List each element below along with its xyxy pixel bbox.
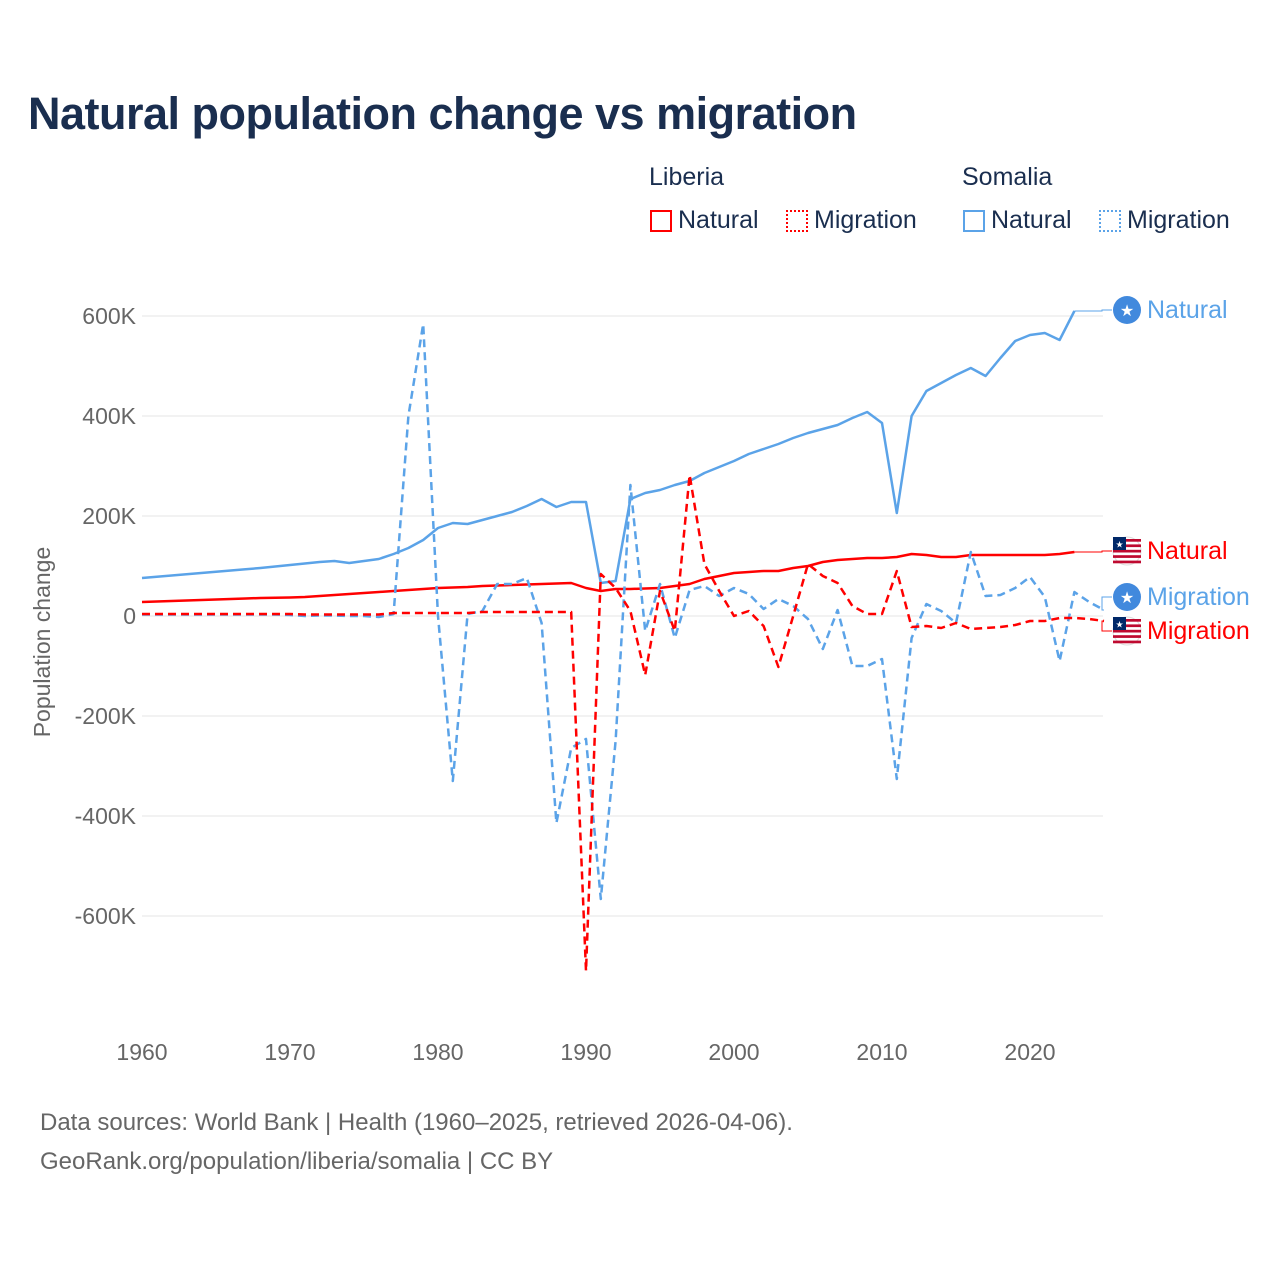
series-line-liberia-migration <box>142 473 1105 973</box>
series-end-label: Natural <box>1147 296 1228 324</box>
flag-stripe <box>1113 549 1141 553</box>
series-end-label: Migration <box>1147 583 1250 611</box>
legend-liberia-migration[interactable]: Migration <box>786 206 917 235</box>
legend-swatch-solid <box>650 209 672 232</box>
flag-canton <box>1113 617 1126 630</box>
series-line-liberia-natural <box>141 550 1075 604</box>
legend-swatch-dotted <box>786 209 808 232</box>
x-tick-label: 1960 <box>116 1039 167 1065</box>
flag-stripe <box>1113 624 1141 628</box>
y-tick-label: -400K <box>75 803 137 829</box>
flag-stripe <box>1113 619 1141 622</box>
legend-label: Migration <box>1127 206 1230 234</box>
x-tick-label: 2000 <box>708 1039 759 1065</box>
legend-somalia-migration[interactable]: Migration <box>1099 206 1230 235</box>
label-connector <box>1074 550 1112 553</box>
chart-title: Natural population change vs migration <box>28 88 857 139</box>
flag-stripe <box>1113 629 1141 633</box>
legend-liberia-natural[interactable]: Natural <box>650 206 759 235</box>
series-line-somalia-natural <box>141 310 1076 585</box>
legend-label: Migration <box>814 206 917 234</box>
legend-somalia-natural[interactable]: Natural <box>963 206 1072 235</box>
star-icon: ★ <box>1115 620 1123 630</box>
legend-swatch-solid <box>963 209 985 232</box>
somalia-flag-icon <box>1113 583 1141 611</box>
somalia-flag-icon <box>1113 296 1141 324</box>
y-tick-label: -200K <box>75 703 137 729</box>
legend-swatch-dotted <box>1099 209 1121 232</box>
series-end-label: Natural <box>1147 537 1228 565</box>
x-tick-label: 1990 <box>560 1039 611 1065</box>
y-tick-label: 600K <box>82 303 136 329</box>
flag-stripe <box>1113 560 1141 564</box>
star-icon: ★ <box>1115 540 1123 550</box>
label-connector <box>1074 309 1112 312</box>
legend-label: Natural <box>678 206 759 234</box>
flag-stripe <box>1113 539 1141 542</box>
label-connector <box>1101 620 1112 632</box>
x-tick-label: 2020 <box>1004 1039 1055 1065</box>
y-tick-label: -600K <box>75 903 137 929</box>
footer-sources: Data sources: World Bank | Health (1960–… <box>40 1109 793 1136</box>
flag-stripe <box>1113 544 1141 548</box>
star-icon: ★ <box>1120 590 1134 607</box>
y-tick-label: 200K <box>82 503 136 529</box>
y-tick-label: 400K <box>82 403 136 429</box>
y-axis-label: Population change <box>29 547 55 738</box>
x-tick-label: 2010 <box>856 1039 907 1065</box>
flag-stripe <box>1113 635 1141 638</box>
star-icon: ★ <box>1120 303 1134 320</box>
label-connector <box>1101 596 1112 611</box>
series-line-somalia-migration <box>142 322 1105 901</box>
legend-group-liberia: Liberia <box>649 163 725 191</box>
series-end-label: Migration <box>1147 617 1250 645</box>
x-tick-label: 1970 <box>264 1039 315 1065</box>
flag-stripe <box>1113 555 1141 558</box>
flag-stripe <box>1113 640 1141 644</box>
legend-group-somalia: Somalia <box>962 163 1053 191</box>
legend-label: Natural <box>991 206 1072 234</box>
y-tick-label: 0 <box>123 603 136 629</box>
footer-link[interactable]: GeoRank.org/population/liberia/somalia |… <box>40 1148 554 1175</box>
x-tick-label: 1980 <box>412 1039 463 1065</box>
flag-canton <box>1113 537 1126 550</box>
